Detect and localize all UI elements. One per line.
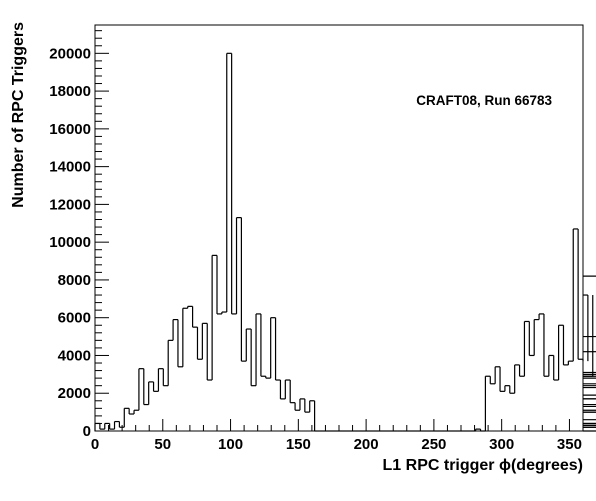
y-tick-label: 18000: [49, 83, 91, 100]
axes: 0 50 100 150 200 250 300 350 0 2000 4000 6000 8000 10…: [49, 24, 584, 453]
y-tick-label: 12000: [49, 196, 91, 213]
y-tick-label: 4000: [58, 347, 91, 364]
y-tick-label: 16000: [49, 121, 91, 138]
y-tick-label: 14000: [49, 159, 91, 176]
x-tick-label: 100: [218, 436, 243, 453]
y-tick-label: 0: [83, 423, 91, 440]
x-tick-label: 0: [91, 436, 99, 453]
x-axis-label: L1 RPC trigger ϕ(degrees): [383, 457, 583, 474]
y-tick-label: 10000: [49, 234, 91, 251]
x-tick-label: 200: [354, 436, 379, 453]
y-tick-label: 6000: [58, 310, 91, 327]
y-axis-label: Number of RPC Triggers: [10, 22, 27, 208]
x-tick-label: 300: [489, 436, 514, 453]
x-tick-label: 50: [154, 436, 171, 453]
x-tick-label: 250: [421, 436, 446, 453]
y-tick-label: 2000: [58, 385, 91, 402]
y-tick-label: 20000: [49, 45, 91, 62]
x-tick-label: 150: [286, 436, 311, 453]
x-tick-label: 350: [557, 436, 582, 453]
run-annotation: CRAFT08, Run 66783: [416, 93, 552, 108]
y-tick-label: 8000: [58, 272, 91, 289]
